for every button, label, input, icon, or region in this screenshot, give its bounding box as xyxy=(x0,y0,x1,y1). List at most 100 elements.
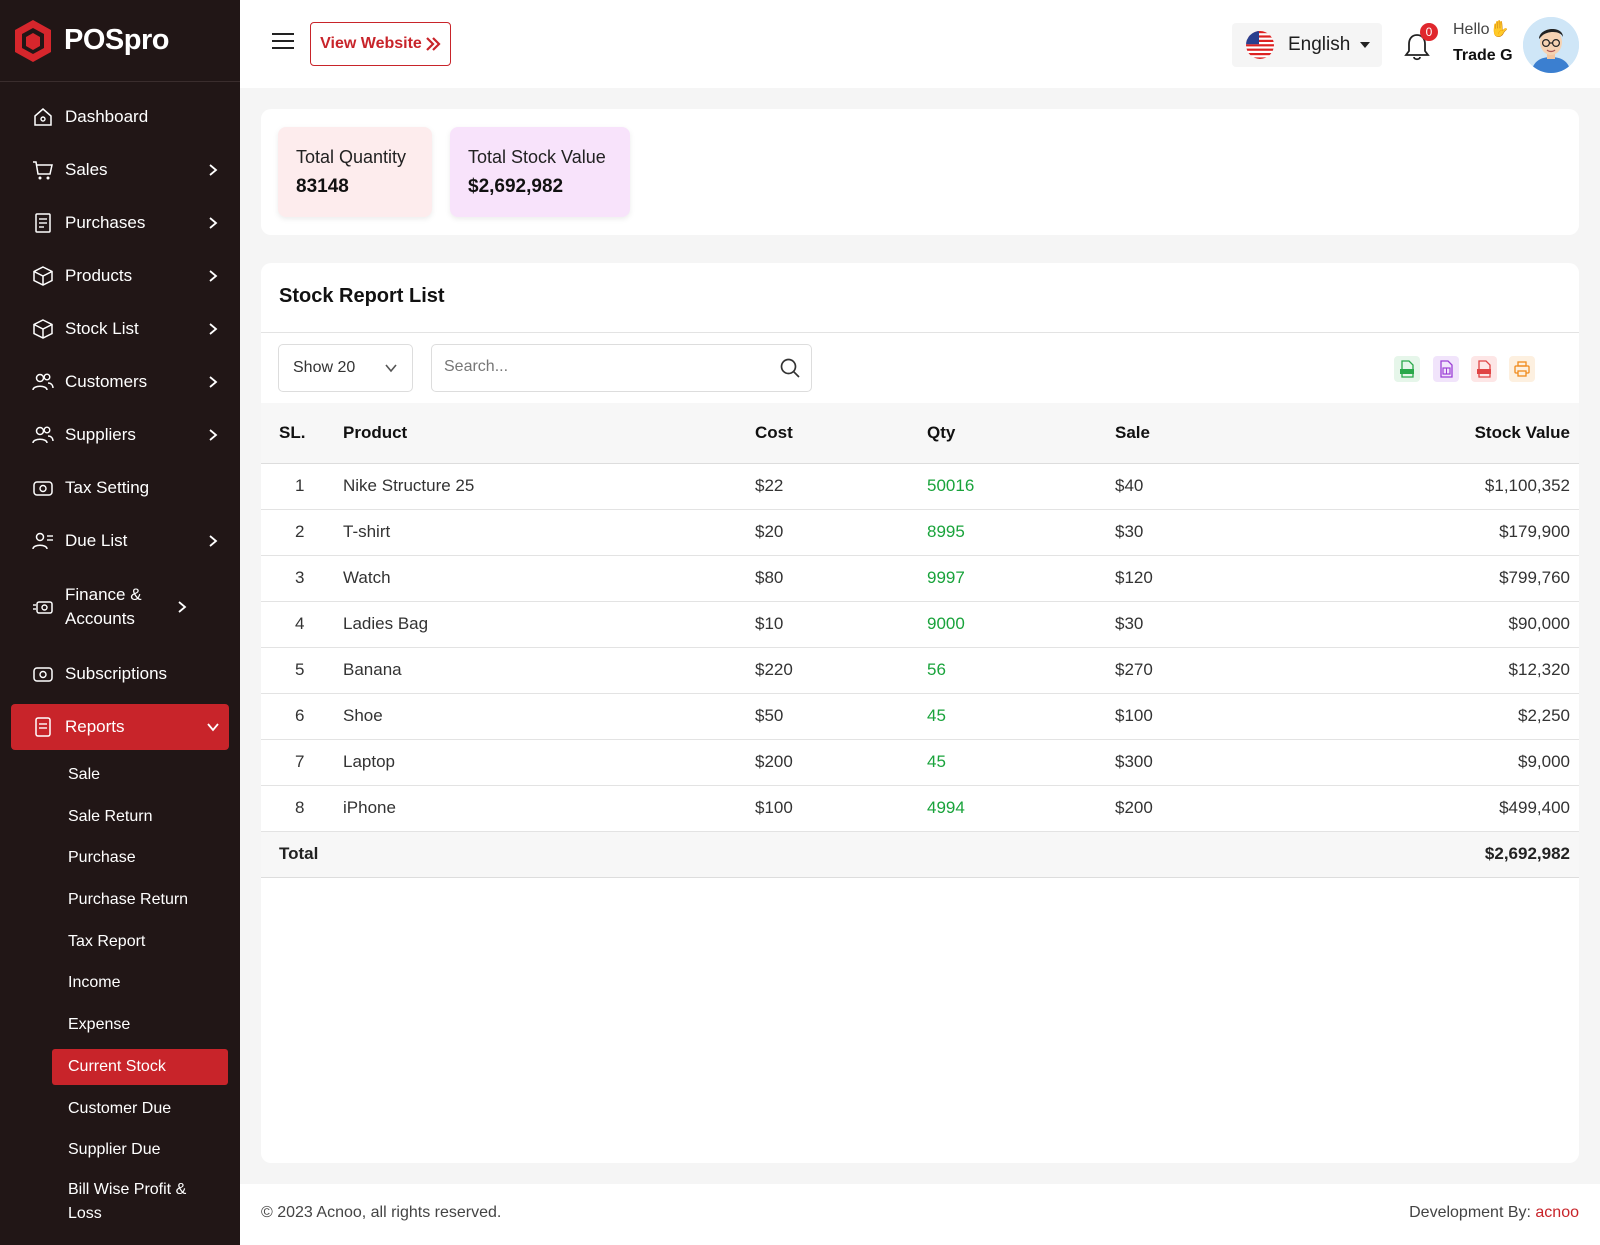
column-header-stock-value[interactable]: Stock Value xyxy=(1315,403,1579,464)
cell-sale: $30 xyxy=(1115,601,1315,648)
table-row[interactable]: 7 Laptop $200 45 $300 $9,000 xyxy=(261,739,1579,786)
brand[interactable]: POSpro xyxy=(0,0,240,82)
hamburger-menu-icon[interactable] xyxy=(272,31,294,51)
cell-sl: 5 xyxy=(261,647,343,694)
total-quantity-stat: Total Quantity 83148 xyxy=(278,127,432,217)
table-row[interactable]: 1 Nike Structure 25 $22 50016 $40 $1,100,352 xyxy=(261,463,1579,510)
page-size-select[interactable]: Show 20 xyxy=(278,344,413,392)
csv-file-icon xyxy=(1400,360,1414,378)
sidebar-item-customers[interactable]: Customers xyxy=(0,355,240,408)
cell-qty: 9997 xyxy=(927,555,1115,602)
cell-cost: $22 xyxy=(755,463,927,510)
cell-qty: 8995 xyxy=(927,509,1115,556)
cell-sale: $100 xyxy=(1115,693,1315,740)
submenu-item-income[interactable]: Income xyxy=(68,974,121,992)
cell-product: iPhone xyxy=(343,785,755,832)
column-header-qty[interactable]: Qty xyxy=(927,403,1115,464)
cell-product: Ladies Bag xyxy=(343,601,755,648)
submenu-item-expense[interactable]: Expense xyxy=(68,1015,131,1033)
copyright: © 2023 Acnoo, all rights reserved. xyxy=(261,1204,502,1221)
cell-qty: 56 xyxy=(927,647,1115,694)
submenu-item-tax-report[interactable]: Tax Report xyxy=(68,932,146,950)
cell-sale: $30 xyxy=(1115,509,1315,556)
box-icon xyxy=(32,265,54,287)
language-dropdown[interactable]: English xyxy=(1232,23,1382,67)
developer-link[interactable]: acnoo xyxy=(1535,1204,1579,1221)
search-input[interactable] xyxy=(444,345,764,389)
export-pdf-button[interactable] xyxy=(1471,356,1497,382)
caret-down-icon xyxy=(1360,42,1371,48)
sidebar-item-tax-setting[interactable]: Tax Setting xyxy=(0,461,240,514)
chevron-right-icon xyxy=(209,322,218,335)
export-excel-button[interactable] xyxy=(1433,356,1459,382)
column-header-sale[interactable]: Sale xyxy=(1115,403,1315,464)
sidebar-item-label: Dashboard xyxy=(65,106,149,126)
column-header-product[interactable]: Product xyxy=(343,403,755,464)
print-button[interactable] xyxy=(1509,356,1535,382)
column-header-sl[interactable]: SL. xyxy=(261,403,343,464)
cell-stock-value: $12,320 xyxy=(1315,647,1579,694)
sidebar-item-label: Reports xyxy=(65,717,125,736)
sidebar-nav: Dashboard Sales Purchases Products Stock Lis… xyxy=(0,82,240,1233)
submenu-item-current-stock[interactable]: Current Stock xyxy=(52,1048,228,1085)
cell-product: T-shirt xyxy=(343,509,755,556)
submenu-item-sale-return[interactable]: Sale Return xyxy=(68,807,153,825)
table-row[interactable]: 8 iPhone $100 4994 $200 $499,400 xyxy=(261,785,1579,832)
submenu-item-sale[interactable]: Sale xyxy=(68,765,101,783)
submenu-item-purchase-return[interactable]: Purchase Return xyxy=(68,890,189,908)
total-quantity-value: 83148 xyxy=(296,176,349,197)
sidebar-item-due-list[interactable]: Due List xyxy=(0,514,240,567)
search-icon[interactable] xyxy=(779,357,801,379)
cell-product: Nike Structure 25 xyxy=(343,463,755,510)
total-value: $2,692,982 xyxy=(1315,831,1579,878)
printer-icon xyxy=(1514,361,1530,377)
sidebar-item-label: Products xyxy=(65,265,133,285)
sidebar-item-label: Subscriptions xyxy=(65,663,168,683)
us-flag-icon xyxy=(1246,31,1274,59)
cell-sale: $40 xyxy=(1115,463,1315,510)
empty-cell xyxy=(343,831,755,878)
submenu-item-purchase[interactable]: Purchase xyxy=(68,849,136,867)
users-icon xyxy=(32,371,54,393)
cell-stock-value: $179,900 xyxy=(1315,509,1579,556)
table-row[interactable]: 3 Watch $80 9997 $120 $799,760 xyxy=(261,555,1579,602)
developer-label: Development By: xyxy=(1409,1204,1536,1221)
sidebar-item-products[interactable]: Products xyxy=(0,249,240,302)
table-row[interactable]: 6 Shoe $50 45 $100 $2,250 xyxy=(261,693,1579,740)
cell-qty: 45 xyxy=(927,693,1115,740)
cell-stock-value: $9,000 xyxy=(1315,739,1579,786)
cell-sl: 4 xyxy=(261,601,343,648)
sidebar-item-finance-and-accounts[interactable]: Finance & Accounts xyxy=(0,567,240,647)
view-website-button[interactable]: View Website xyxy=(310,22,451,66)
cell-sale: $200 xyxy=(1115,785,1315,832)
empty-cell xyxy=(1115,831,1315,878)
sidebar-item-subscriptions[interactable]: Subscriptions xyxy=(0,647,240,700)
table-row[interactable]: 2 T-shirt $20 8995 $30 $179,900 xyxy=(261,509,1579,556)
submenu-item-bill-wise-profit-and-loss[interactable]: Bill Wise Profit & Loss xyxy=(68,1181,187,1223)
sidebar-item-reports[interactable]: Reports xyxy=(11,704,229,750)
cell-product: Watch xyxy=(343,555,755,602)
table-row[interactable]: 4 Ladies Bag $10 9000 $30 $90,000 xyxy=(261,601,1579,648)
avatar[interactable] xyxy=(1523,17,1579,73)
column-header-cost[interactable]: Cost xyxy=(755,403,927,464)
sidebar-item-purchases[interactable]: Purchases xyxy=(0,196,240,249)
export-csv-button[interactable] xyxy=(1394,356,1420,382)
submenu-item-customer-due[interactable]: Customer Due xyxy=(68,1099,172,1117)
box-icon xyxy=(32,318,54,340)
total-stock-value-stat: Total Stock Value $2,692,982 xyxy=(450,127,630,217)
report-icon xyxy=(32,716,54,738)
top-header: View Website English 0 Hello✋ Trade G xyxy=(240,0,1600,88)
cell-qty: 45 xyxy=(927,739,1115,786)
cell-cost: $80 xyxy=(755,555,927,602)
sidebar-item-sales[interactable]: Sales xyxy=(0,143,240,196)
table-row[interactable]: 5 Banana $220 56 $270 $12,320 xyxy=(261,647,1579,694)
sidebar-item-dashboard[interactable]: Dashboard xyxy=(0,90,240,143)
page-size-label: Show 20 xyxy=(293,359,356,376)
submenu-item-supplier-due[interactable]: Supplier Due xyxy=(68,1141,161,1159)
chevron-down-icon xyxy=(207,723,219,732)
sidebar-item-stock-list[interactable]: Stock List xyxy=(0,302,240,355)
cell-qty: 50016 xyxy=(927,463,1115,510)
sidebar-item-suppliers[interactable]: Suppliers xyxy=(0,408,240,461)
total-quantity-label: Total Quantity xyxy=(296,147,407,167)
chevron-right-icon xyxy=(209,269,218,282)
